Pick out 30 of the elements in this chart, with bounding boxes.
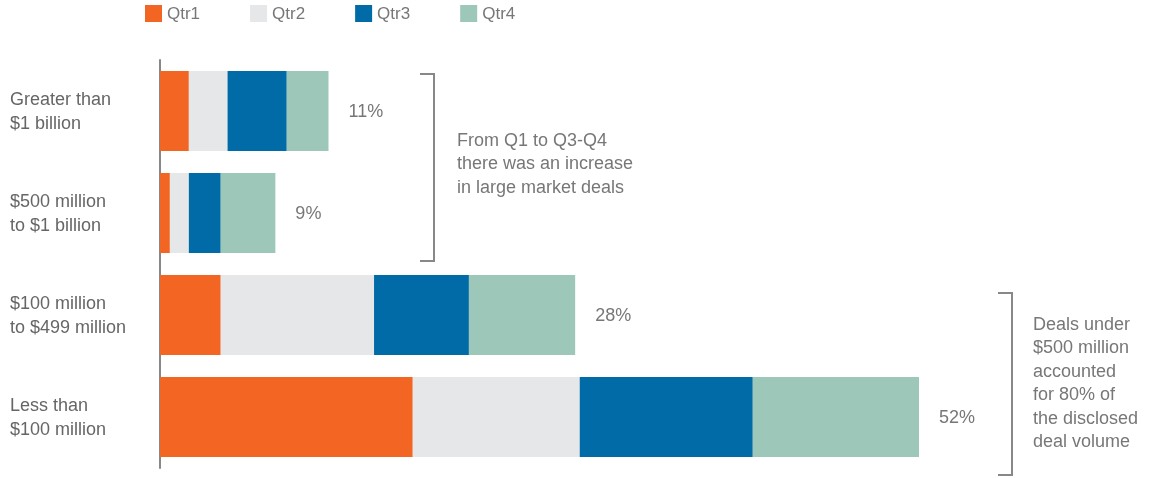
bar — [752, 377, 919, 457]
bar — [227, 71, 287, 151]
bar — [286, 71, 329, 151]
annotation: From Q1 to Q3-Q4 there was an increase in large market deals — [457, 129, 634, 197]
bar — [468, 275, 576, 355]
legend-label: Qtr4 — [482, 4, 516, 23]
bar — [579, 377, 753, 457]
bar — [374, 275, 469, 355]
annotation: 28% — [595, 305, 632, 325]
bar — [160, 173, 170, 253]
text: Deals under $500 million accounted for 80% of the disclosed deal volume — [1033, 313, 1139, 452]
bar — [160, 377, 413, 457]
y-tick-label: $100 million to $499 million — [10, 293, 127, 337]
bar — [188, 71, 228, 151]
bar — [412, 377, 580, 457]
text: 52% — [939, 407, 976, 427]
bar — [160, 71, 189, 151]
bar — [160, 275, 221, 355]
y-tick-label: Greater than $1 billion — [10, 89, 112, 133]
legend-label: Qtr2 — [272, 4, 306, 23]
legend-label: Qtr3 — [377, 4, 411, 23]
legend-label: Qtr1 — [167, 4, 201, 23]
y-tick-label: $500 million to $1 billion — [10, 191, 107, 235]
annotation: 11% — [348, 101, 384, 121]
y-tick-label: Less than $100 million — [10, 395, 107, 439]
bar — [220, 173, 276, 253]
annotation: 9% — [295, 203, 322, 223]
bar — [188, 173, 221, 253]
bar — [169, 173, 189, 253]
bar — [220, 275, 375, 355]
